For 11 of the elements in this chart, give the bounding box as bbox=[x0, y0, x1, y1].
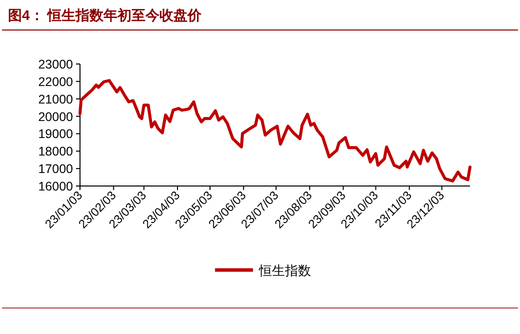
y-tick-label: 21000 bbox=[38, 92, 74, 106]
line-series bbox=[78, 79, 472, 182]
y-tick-label: 22000 bbox=[38, 74, 74, 89]
y-tick-label: 18000 bbox=[38, 144, 74, 159]
y-tick-label: 23000 bbox=[38, 58, 74, 72]
y-tick-label: 17000 bbox=[38, 162, 74, 176]
chart-title: 图4： 恒生指数年初至今收盘价 bbox=[8, 7, 203, 23]
y-tick-label: 16000 bbox=[38, 180, 74, 194]
y-tick-label: 20000 bbox=[38, 110, 74, 124]
y-tick-label: 19000 bbox=[38, 127, 74, 142]
legend-label: 恒生指数 bbox=[258, 263, 311, 278]
